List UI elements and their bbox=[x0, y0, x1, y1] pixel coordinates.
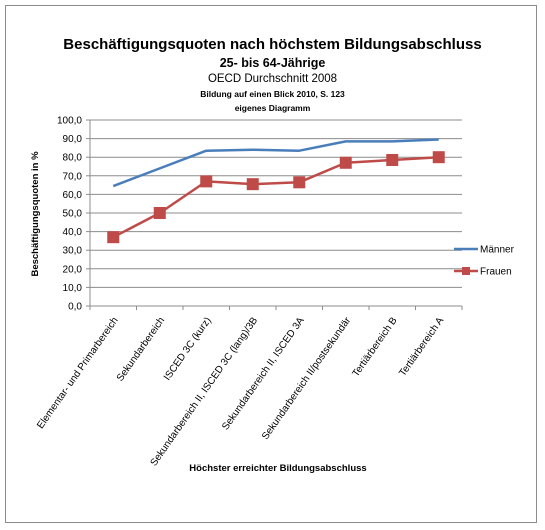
chart-frame bbox=[5, 5, 537, 523]
chart-source: Bildung auf einen Blick 2010, S. 123 bbox=[200, 89, 345, 99]
data-point bbox=[200, 175, 213, 188]
data-point bbox=[432, 151, 445, 164]
y-tick-label: 60,0 bbox=[63, 190, 83, 201]
x-tick-label: Sekundarbereich II/postsekundär bbox=[260, 315, 354, 442]
legend-marker bbox=[462, 267, 470, 275]
series-line-1 bbox=[112, 138, 439, 188]
data-point bbox=[339, 156, 352, 169]
y-axis-ticks: 0,0 10,0 20,0 30,0 40,0 50,0 60,0 70,0 80,0 90,0 1… bbox=[57, 116, 82, 313]
y-tick-label: 70,0 bbox=[63, 171, 83, 182]
y-tick-label: 40,0 bbox=[63, 227, 83, 238]
x-tick-label: Sekundarbereich bbox=[115, 315, 167, 383]
x-axis-title: Höchster erreichter Bildungsabschluss bbox=[189, 463, 366, 474]
y-tick-label: 30,0 bbox=[63, 246, 83, 257]
data-point bbox=[246, 178, 259, 191]
series-line-2 bbox=[112, 155, 439, 239]
plot-area bbox=[107, 138, 445, 244]
gridlines bbox=[86, 119, 463, 310]
data-point bbox=[107, 231, 120, 244]
chart-subtitle-2: OECD Durchschnitt 2008 bbox=[207, 73, 338, 85]
y-tick-label: 80,0 bbox=[63, 153, 83, 164]
y-tick-label: 100,0 bbox=[57, 116, 82, 127]
x-tick-label: ISCED 3C (kurz) bbox=[162, 315, 214, 382]
x-tick-label: Sekundarbereich II, ISCED 3A bbox=[220, 315, 307, 432]
x-tick-label: Elementar- und Primarbereich bbox=[35, 315, 121, 431]
chart-note: eigenes Diagramm bbox=[234, 103, 311, 113]
x-tick-label: Tertiärbereich A bbox=[397, 315, 446, 378]
chart-subtitle: 25- bis 64-Jährige bbox=[219, 56, 326, 70]
y-tick-label: 50,0 bbox=[63, 209, 83, 220]
y-tick-label: 20,0 bbox=[63, 264, 83, 275]
y-tick-label: 90,0 bbox=[63, 134, 83, 145]
data-point bbox=[153, 207, 166, 219]
chart-title: Beschäftigungsquoten nach höchstem Bildu… bbox=[63, 36, 482, 53]
legend-label-2: Frauen bbox=[480, 267, 512, 278]
y-tick-label: 0,0 bbox=[68, 302, 82, 313]
data-point bbox=[386, 153, 399, 166]
y-axis-title: Beschäftigungsquoten in % bbox=[30, 151, 41, 277]
x-tick-label: Tertiärbereich B bbox=[351, 315, 400, 379]
legend: Männer Frauen bbox=[454, 245, 515, 278]
legend-label-1: Männer bbox=[480, 245, 515, 256]
x-axis-ticks: Elementar- und PrimarbereichSekundarbere… bbox=[35, 315, 446, 468]
data-point bbox=[293, 176, 306, 189]
y-tick-label: 10,0 bbox=[63, 283, 83, 294]
